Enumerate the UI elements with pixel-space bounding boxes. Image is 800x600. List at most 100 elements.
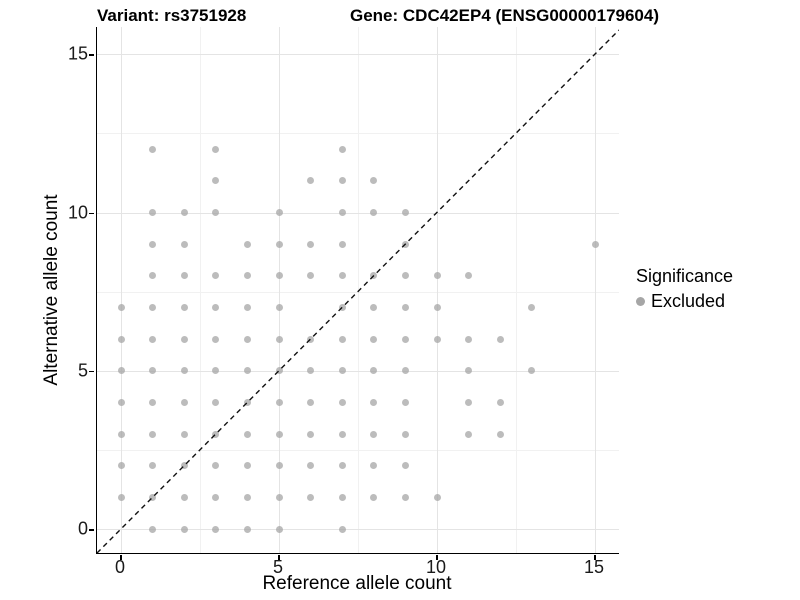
gridline-major-horizontal — [97, 529, 619, 530]
data-point — [338, 272, 346, 280]
data-point — [275, 525, 283, 533]
data-point — [275, 303, 283, 311]
data-point — [338, 177, 346, 185]
data-point — [307, 462, 315, 470]
data-point — [370, 462, 378, 470]
data-point — [117, 462, 125, 470]
y-tick-label: 0 — [77, 518, 88, 539]
data-point — [149, 145, 157, 153]
data-point — [433, 303, 441, 311]
data-point — [212, 367, 220, 375]
gridline-minor-horizontal — [97, 133, 619, 135]
gridline-major-vertical — [121, 27, 122, 553]
data-point — [117, 398, 125, 406]
data-point — [370, 335, 378, 343]
data-point — [338, 430, 346, 438]
data-point — [401, 240, 409, 248]
data-point — [212, 398, 220, 406]
data-point — [180, 367, 188, 375]
data-point — [307, 335, 315, 343]
data-point — [149, 367, 157, 375]
x-tick-label: 0 — [114, 557, 126, 577]
data-point — [338, 335, 346, 343]
gridline-major-horizontal — [97, 370, 619, 372]
data-point — [117, 303, 125, 311]
data-point — [149, 525, 157, 533]
data-point — [180, 303, 188, 311]
data-point — [307, 398, 315, 406]
data-point — [465, 430, 473, 438]
data-point — [307, 177, 315, 185]
data-point — [180, 209, 188, 216]
x-axis-tick — [120, 554, 122, 560]
data-point — [180, 462, 188, 470]
gridline-minor-vertical — [358, 27, 359, 553]
data-point — [338, 493, 346, 501]
data-point — [401, 335, 409, 343]
data-point — [243, 303, 251, 311]
data-point — [180, 335, 188, 343]
y-axis-tick — [89, 529, 95, 531]
x-tick-label: 5 — [272, 557, 284, 577]
data-point — [243, 525, 251, 533]
data-point — [212, 272, 220, 280]
data-point — [338, 209, 346, 216]
plot-panel — [96, 27, 619, 554]
data-point — [180, 525, 188, 533]
data-point — [307, 430, 315, 438]
y-tick-label: 5 — [77, 360, 88, 381]
data-point — [433, 272, 441, 280]
data-point — [243, 240, 251, 248]
data-point — [465, 272, 473, 280]
x-tick-label: 10 — [425, 557, 447, 577]
legend-point-icon — [636, 297, 645, 306]
data-point — [338, 145, 346, 153]
data-point — [401, 272, 409, 280]
data-point — [307, 367, 315, 375]
data-point — [149, 430, 157, 438]
data-point — [212, 209, 220, 216]
data-point — [243, 462, 251, 470]
data-point — [149, 493, 157, 501]
data-point — [212, 335, 220, 343]
legend-item-label: Excluded — [651, 291, 726, 311]
data-point — [149, 303, 157, 311]
data-point — [465, 398, 473, 406]
data-point — [180, 398, 188, 406]
legend-item-excluded: Excluded — [636, 291, 733, 312]
data-point — [370, 367, 378, 375]
data-point — [528, 303, 536, 311]
plot-title-variant: Variant: rs3751928 — [97, 6, 247, 25]
data-point — [180, 272, 188, 280]
gridline-major-vertical — [437, 27, 438, 553]
gridline-minor-vertical — [200, 27, 201, 553]
data-point — [401, 367, 409, 375]
gridline-major-horizontal — [97, 54, 619, 56]
data-point — [243, 430, 251, 438]
data-point — [243, 367, 251, 375]
data-point — [149, 398, 157, 406]
data-point — [401, 303, 409, 311]
data-point — [180, 493, 188, 501]
data-point — [149, 462, 157, 470]
data-point — [149, 272, 157, 280]
data-point — [338, 367, 346, 375]
data-point — [212, 303, 220, 311]
y-axis-tick — [89, 54, 95, 56]
legend: Significance Excluded — [636, 266, 733, 312]
data-point — [401, 493, 409, 501]
data-point — [338, 525, 346, 533]
data-point — [275, 335, 283, 343]
x-axis-title: Reference allele count — [262, 573, 452, 594]
data-point — [275, 398, 283, 406]
data-point — [338, 303, 346, 311]
data-point — [117, 430, 125, 438]
data-point — [496, 398, 504, 406]
data-point — [433, 493, 441, 501]
data-point — [117, 335, 125, 343]
y-tick-label: 15 — [67, 43, 88, 64]
data-point — [243, 272, 251, 280]
y-axis-tick — [89, 212, 95, 215]
data-point — [465, 367, 473, 375]
